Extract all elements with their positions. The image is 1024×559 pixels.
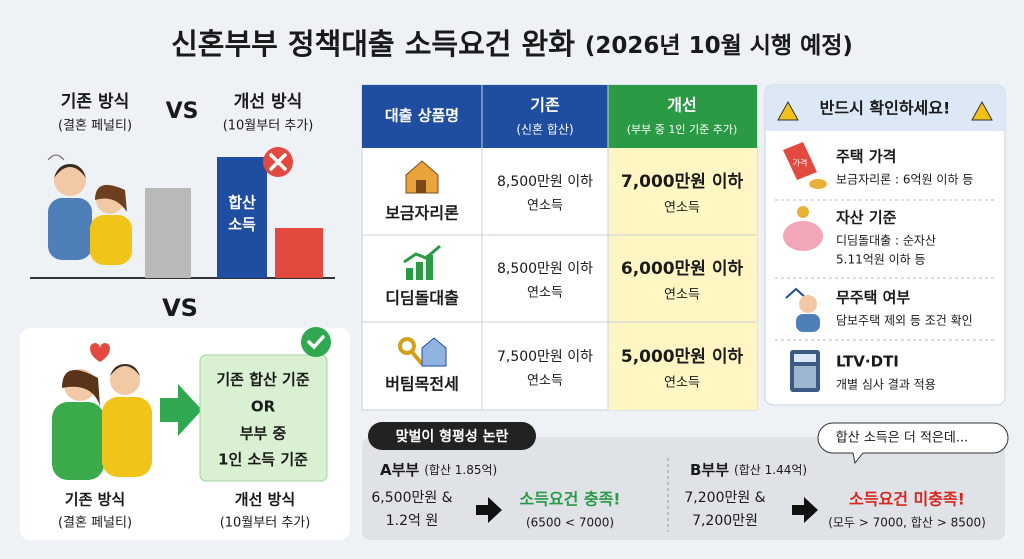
vs: VS: [166, 99, 199, 124]
before-limit: 7,500만원 이하: [497, 349, 593, 365]
title-main: 신혼부부 정책대출 소득요건 완화: [171, 27, 575, 61]
after-limit: 5,000만원 이하: [621, 347, 744, 367]
bar-label: 합산: [228, 194, 256, 212]
loan-table: 대출 상품명 기존 (신혼 합산) 개선 (부부 중 1인 기준 추가) 보금자…: [361, 84, 758, 411]
after-limit: 6,000만원 이하: [621, 259, 744, 279]
before-unit: 연소득: [527, 286, 563, 301]
product-name: 버팀목전세: [385, 375, 459, 394]
comparison-panel: 기존 방식 (결혼 페널티) VS 개선 방식 (10월부터 추가) 합산 소득: [30, 92, 335, 279]
bar-combined: [217, 157, 267, 278]
tag-text: 가격: [793, 158, 808, 168]
checklist-title: 반드시 확인하세요!: [820, 99, 951, 118]
before-unit: 연소득: [527, 374, 563, 389]
header: 대출 상품명: [385, 107, 459, 125]
item-title: 주택 가격: [836, 148, 896, 166]
growth-icon: [403, 244, 441, 280]
arrow: [160, 384, 202, 436]
before-limit: 8,500만원 이하: [497, 174, 593, 190]
couple-happy: [52, 343, 152, 480]
after-sub: (10월부터 추가): [223, 119, 314, 134]
calculator-icon: [790, 350, 820, 392]
case-total: (합산 1.44억): [734, 463, 807, 477]
after-label: 개선 방식: [234, 92, 302, 112]
item-title: 자산 기준: [836, 209, 897, 227]
house-icon: [405, 160, 439, 194]
after-unit: 연소득: [664, 288, 700, 303]
product-name: 디딤돌대출: [385, 289, 459, 308]
bar-before: [145, 188, 191, 278]
case-income: 7,200만원: [692, 513, 758, 529]
item-title: 무주택 여부: [836, 289, 910, 307]
item-desc: 개별 심사 결과 적용: [836, 378, 936, 392]
item-desc: 디딤돌대출 : 순자산: [836, 234, 936, 248]
title-note: (2026년 10월 시행 예정): [585, 33, 853, 59]
case-note: (모두 > 7000, 합산 > 8500): [828, 516, 986, 530]
criteria: 기존 합산 기준: [216, 371, 309, 389]
bar-label: 소득: [228, 216, 256, 234]
header: 기존: [530, 96, 560, 115]
piggy-icon: [783, 206, 823, 251]
debate-panel: 맞벌이 형평성 논란 합산 소득은 더 적은데... A부부 (합산 1.85억)…: [362, 422, 1009, 540]
checklist: 반드시 확인하세요! 가격 주택 가격 보금자리론 : 6억원 이하 등 자산 …: [764, 84, 1006, 406]
case-income: 1.2억 원: [386, 513, 438, 529]
title: 신혼부부 정책대출 소득요건 완화 (2026년 10월 시행 예정): [171, 27, 853, 61]
debate-tag: 맞벌이 형평성 논란: [396, 428, 509, 445]
speech-bubble: 합산 소득은 더 적은데...: [836, 431, 968, 446]
check-icon: [301, 327, 331, 357]
after-limit: 7,000만원 이하: [621, 172, 744, 192]
item-desc: 담보주택 제외 등 조건 확인: [836, 314, 973, 328]
case-name: B부부 (합산 1.44억): [690, 461, 807, 479]
item-desc: 5.11억원 이하 등: [836, 253, 926, 267]
divider-vs: VS: [162, 294, 198, 322]
case-name: B부부: [690, 461, 729, 479]
item-title: LTV·DTI: [836, 353, 899, 371]
person-icon: [785, 287, 820, 332]
after-unit: 연소득: [664, 376, 700, 391]
case-name: A부부: [380, 461, 419, 479]
before-label: 기존 방식: [61, 92, 129, 112]
criteria: OR: [251, 398, 276, 416]
criteria: 1인 소득 기준: [218, 451, 308, 469]
case-income: 7,200만원 &: [684, 490, 765, 506]
header-sub: (부부 중 1인 기준 추가): [627, 123, 738, 136]
item-desc: 보금자리론 : 6억원 이하 등: [836, 173, 973, 187]
header: 개선: [667, 96, 696, 115]
header-sub: (신혼 합산): [516, 123, 573, 137]
key-icon: [398, 337, 447, 367]
before-limit: 8,500만원 이하: [497, 261, 593, 277]
after-label: 개선 방식: [235, 491, 295, 509]
improved-panel: 기존 합산 기준 OR 부부 중 1인 소득 기준 기존 방식 (결혼 페널티)…: [20, 327, 350, 540]
criteria-box: [199, 354, 328, 482]
tag-icon: [783, 142, 827, 189]
criteria: 부부 중: [240, 425, 287, 443]
after-sub: (10월부터 추가): [220, 516, 311, 531]
case-total: (합산 1.85억): [424, 463, 497, 477]
after-unit: 연소득: [664, 201, 700, 216]
bar-limit: [275, 228, 323, 278]
case-result: 소득요건 미충족!: [849, 490, 965, 509]
couple-stressed: [47, 154, 132, 265]
case-name: A부부 (합산 1.85억): [380, 461, 497, 479]
case-note: (6500 < 7000): [526, 516, 614, 530]
product-name: 보금자리론: [385, 204, 459, 223]
before-sub: (결혼 페널티): [58, 119, 132, 134]
before-label: 기존 방식: [65, 491, 125, 509]
before-unit: 연소득: [527, 199, 563, 214]
before-sub: (결혼 페널티): [58, 516, 132, 531]
case-result: 소득요건 충족!: [519, 490, 620, 509]
case-income: 6,500만원 &: [371, 490, 452, 506]
